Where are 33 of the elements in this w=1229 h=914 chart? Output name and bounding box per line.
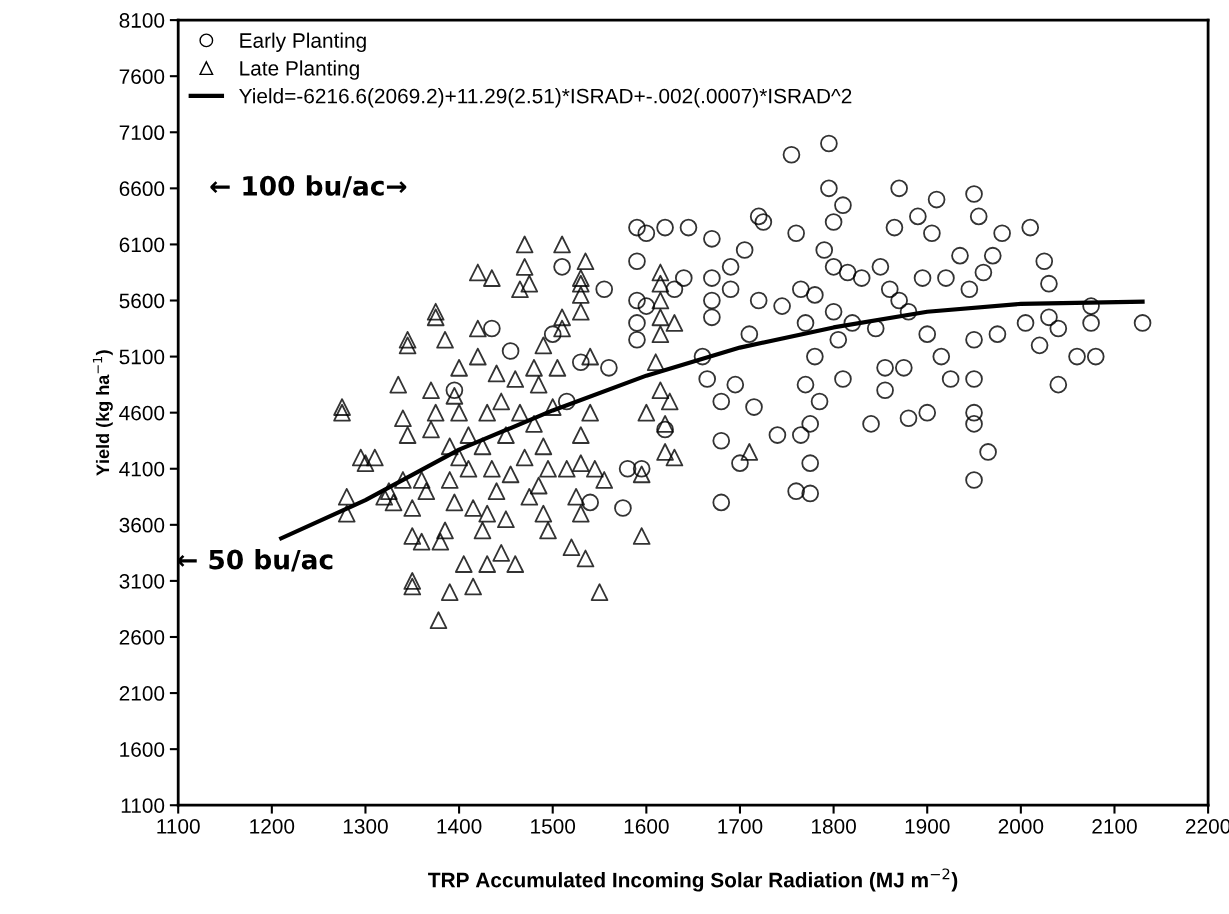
x-tick-label: 1700 bbox=[718, 818, 763, 834]
y-tick-label: 4600 bbox=[119, 405, 165, 421]
x-tick-label: 1200 bbox=[250, 818, 295, 834]
y-tick-label: 8100 bbox=[119, 13, 165, 28]
x-axis-title: TRP Accumulated Incoming Solar Radiation (MJ m$^{−2}$) bbox=[428, 868, 958, 892]
y-tick-label: 3600 bbox=[119, 517, 165, 533]
x-tick-label: 1900 bbox=[905, 818, 950, 834]
y-tick-label: 2600 bbox=[119, 629, 165, 645]
y-tick-label: 1100 bbox=[121, 798, 165, 813]
legend-label: Late Planting bbox=[240, 60, 359, 80]
y-axis-title: Yield (kg ha$^{−1}$) bbox=[92, 350, 113, 476]
y-tick-label: 7100 bbox=[119, 125, 165, 141]
y-tick-label: 1600 bbox=[120, 742, 165, 757]
annotation: ← 100 bu/ac→ bbox=[210, 175, 407, 198]
x-tick-label: 1500 bbox=[531, 818, 576, 834]
y-tick-label: 5600 bbox=[119, 293, 165, 309]
x-tick-label: 1400 bbox=[437, 818, 482, 834]
x-tick-label: 1300 bbox=[343, 818, 388, 834]
y-tick-label: 7600 bbox=[119, 69, 165, 84]
y-tick-label: 3100 bbox=[119, 573, 165, 589]
x-tick-label: 2000 bbox=[998, 818, 1044, 834]
legend-label: Early Planting bbox=[240, 32, 366, 53]
x-tick-label: 1800 bbox=[812, 818, 856, 834]
y-tick-label: 4100 bbox=[119, 461, 165, 477]
line-series bbox=[279, 299, 1145, 541]
x-tick-label: 1100 bbox=[157, 818, 200, 834]
x-tick-label: 1600 bbox=[624, 818, 669, 834]
legend-label: Yield=-6216.6(2069.2)+11.29(2.51)*ISRAD+-.002(.0007)*ISRAD^2 bbox=[239, 88, 852, 108]
y-tick-label: 2100 bbox=[119, 686, 165, 701]
x-tick-label: 2100 bbox=[1092, 818, 1137, 834]
y-tick-label: 6600 bbox=[119, 181, 165, 197]
y-tick-label: 5100 bbox=[119, 349, 165, 365]
y-tick-label: 6100 bbox=[119, 237, 165, 253]
